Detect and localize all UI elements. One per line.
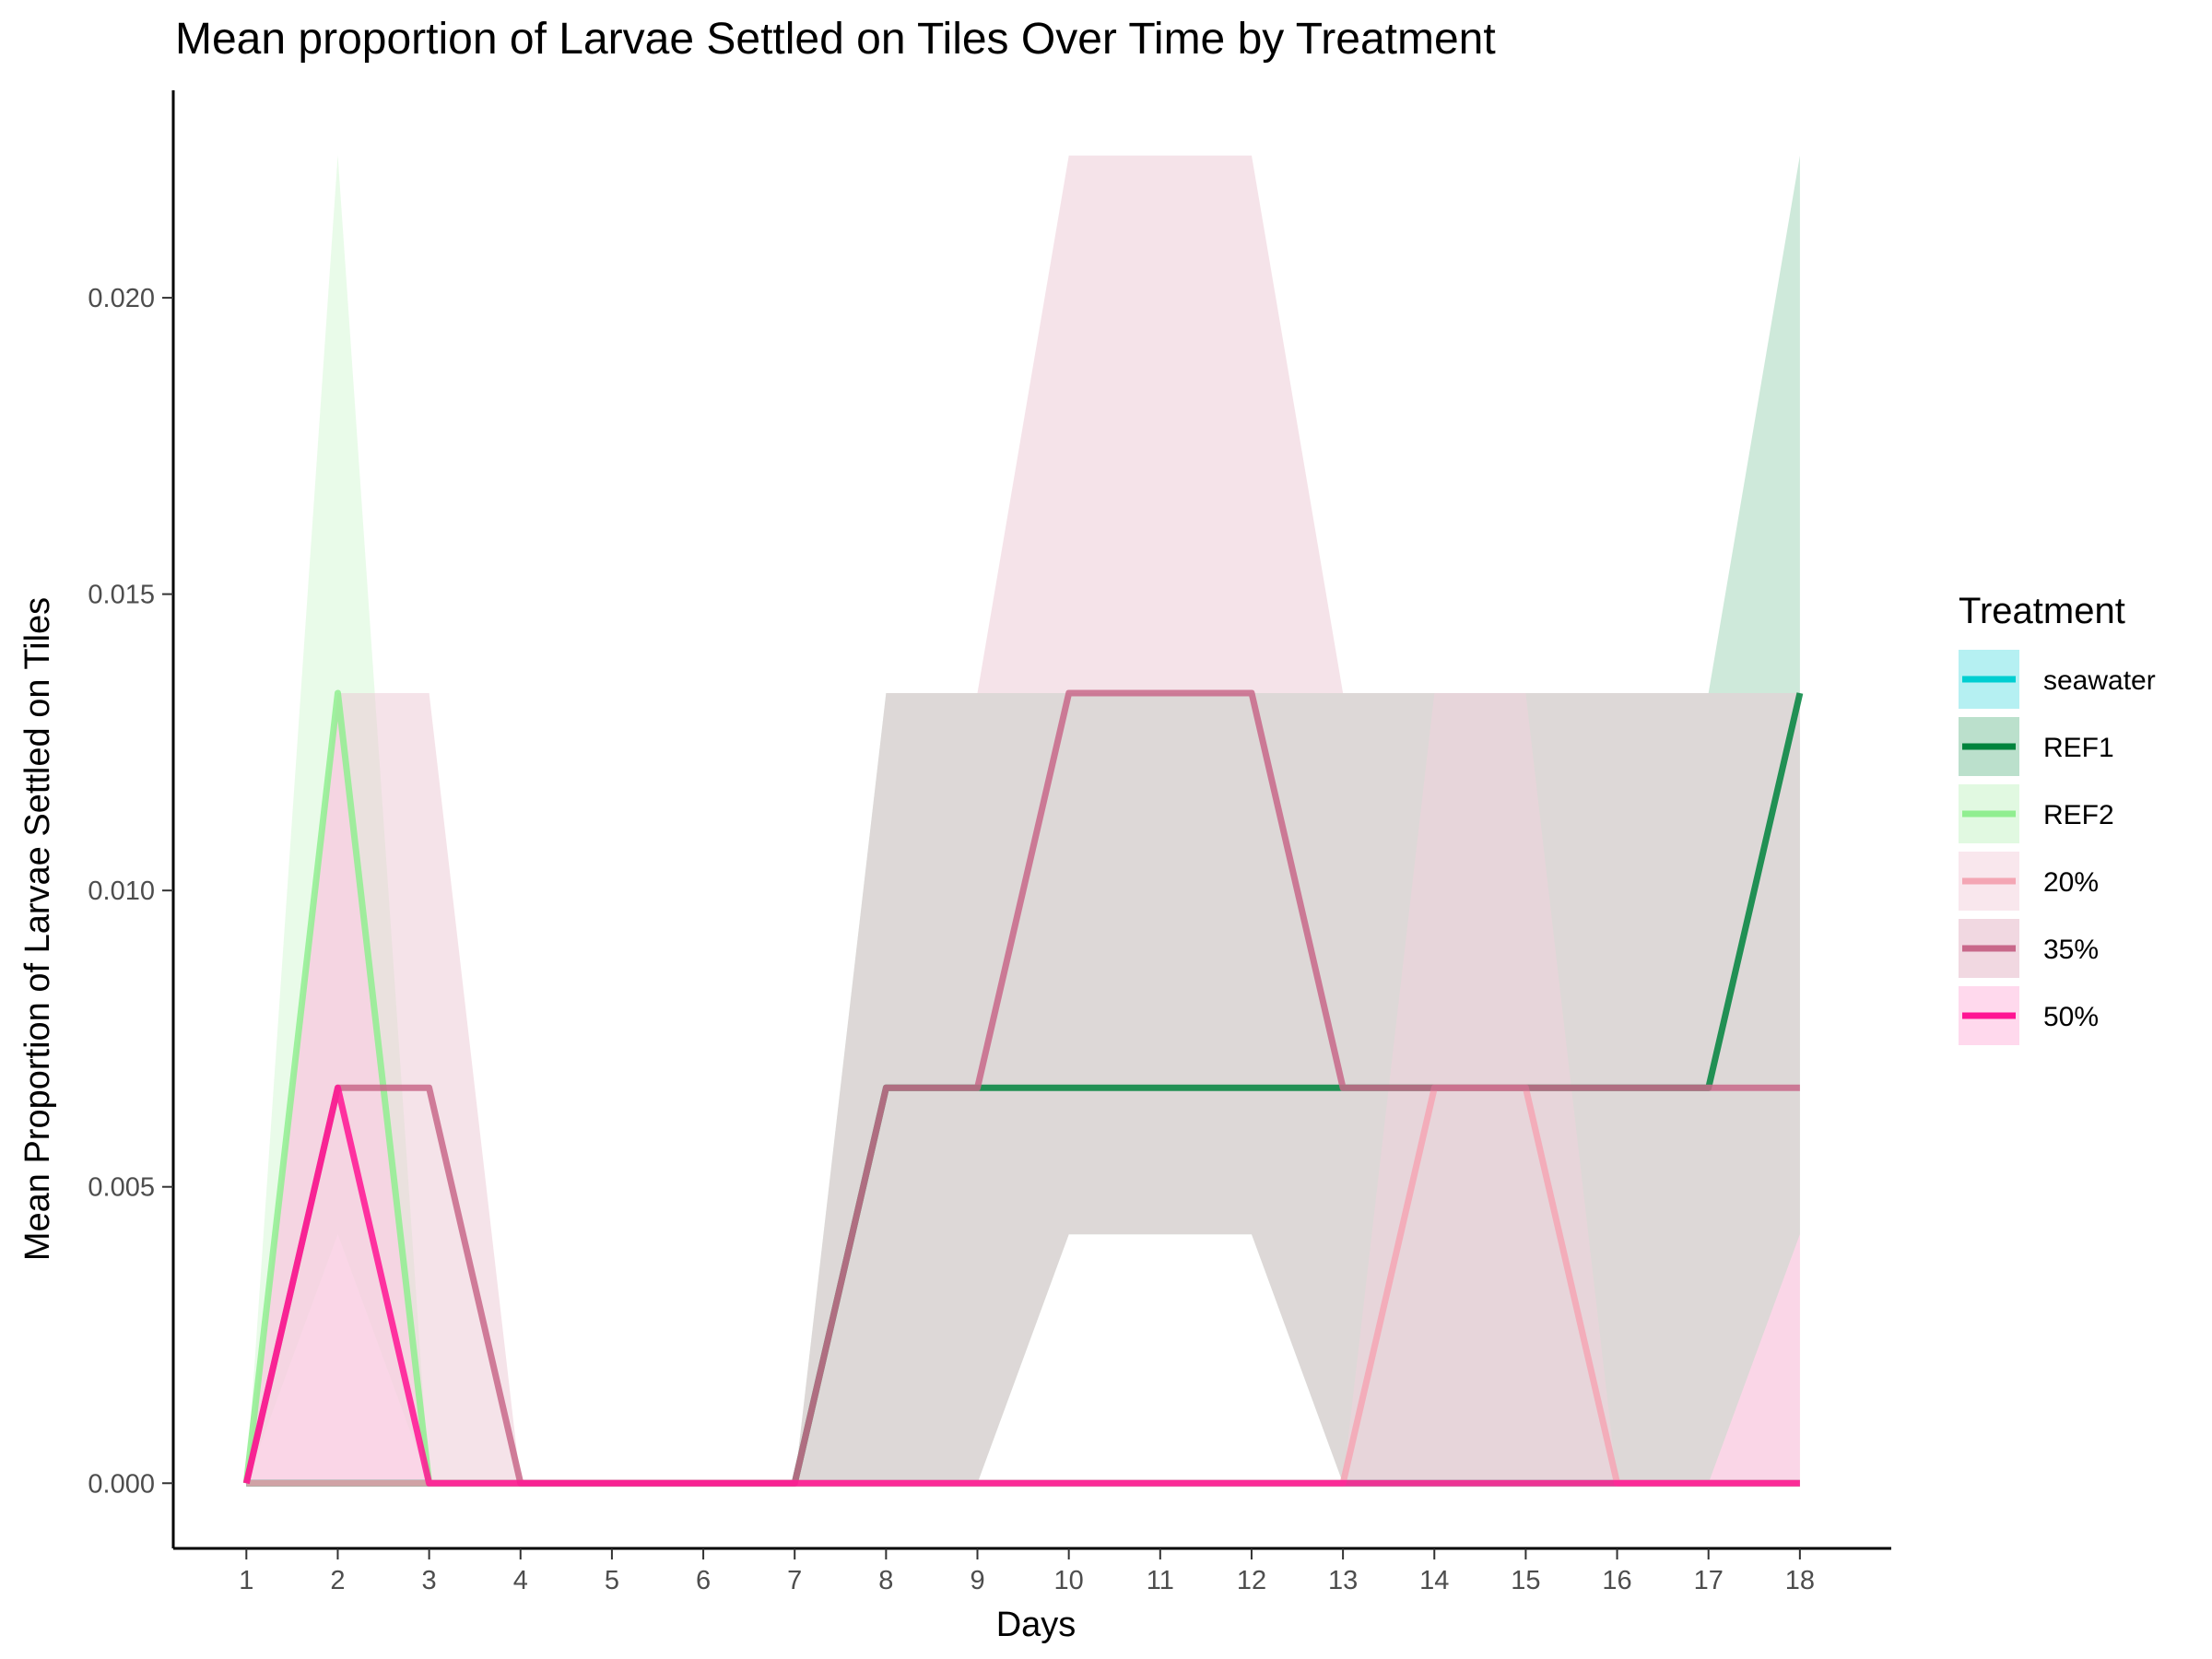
line-35pct (242, 689, 1800, 1487)
x-tick-label: 14 (1419, 1566, 1449, 1595)
legend: Treatment seawater REF1 REF2 20% 35% 50% (1959, 591, 2156, 1045)
legend-item-35pct: 35% (1959, 919, 2099, 978)
legend-label: 20% (2043, 867, 2099, 898)
x-tick-label: 4 (513, 1566, 528, 1595)
legend-label: REF2 (2043, 800, 2114, 830)
legend-label: seawater (2043, 665, 2156, 696)
x-tick-label: 16 (1602, 1566, 1631, 1595)
x-tick-label: 7 (787, 1566, 802, 1595)
legend-item-20pct: 20% (1959, 852, 2099, 911)
legend-label: 50% (2043, 1002, 2099, 1032)
legend-label: 35% (2043, 935, 2099, 965)
series-lines (242, 689, 1804, 1487)
x-tick-label: 11 (1147, 1566, 1174, 1595)
legend-item-50pct: 50% (1959, 986, 2099, 1045)
x-tick-label: 15 (1511, 1566, 1540, 1595)
x-tick-label: 8 (878, 1566, 893, 1595)
legend-items: seawater REF1 REF2 20% 35% 50% (1959, 650, 2156, 1045)
x-axis-ticks: 1 2 3 4 5 6 7 8 9 10 11 12 13 14 15 16 17 18 (239, 1548, 1815, 1595)
y-tick-label: 0.010 (88, 877, 155, 906)
x-tick-label: 1 (239, 1566, 253, 1595)
band-50pct (246, 693, 1800, 1484)
y-tick-label: 0.020 (88, 284, 155, 313)
x-tick-label: 18 (1785, 1566, 1815, 1595)
x-tick-label: 6 (696, 1566, 711, 1595)
chart-title: Mean proportion of Larvae Settled on Til… (175, 15, 1496, 64)
legend-label: REF1 (2043, 733, 2114, 763)
y-axis-ticks: 0.000 0.005 0.010 0.015 0.020 (88, 284, 173, 1499)
x-tick-label: 2 (330, 1566, 345, 1595)
x-tick-label: 12 (1237, 1566, 1266, 1595)
y-tick-label: 0.005 (88, 1173, 155, 1203)
x-tick-label: 17 (1694, 1566, 1724, 1595)
x-tick-label: 9 (970, 1566, 984, 1595)
legend-item-seawater: seawater (1959, 650, 2156, 709)
line-50pct (242, 1084, 1800, 1487)
x-tick-label: 3 (422, 1566, 437, 1595)
x-tick-label: 10 (1054, 1566, 1084, 1595)
x-tick-label: 5 (605, 1566, 619, 1595)
y-tick-label: 0.000 (88, 1469, 155, 1499)
band-35pct (246, 155, 1800, 1484)
x-tick-label: 13 (1328, 1566, 1358, 1595)
y-axis-title: Mean Proportion of Larvae Settled on Til… (18, 597, 57, 1261)
axes (171, 90, 1891, 1550)
legend-title: Treatment (1959, 591, 2125, 631)
legend-item-ref2: REF2 (1959, 784, 2114, 843)
x-axis-title: Days (996, 1606, 1077, 1644)
legend-item-ref1: REF1 (1959, 717, 2114, 776)
y-tick-label: 0.015 (88, 581, 155, 610)
